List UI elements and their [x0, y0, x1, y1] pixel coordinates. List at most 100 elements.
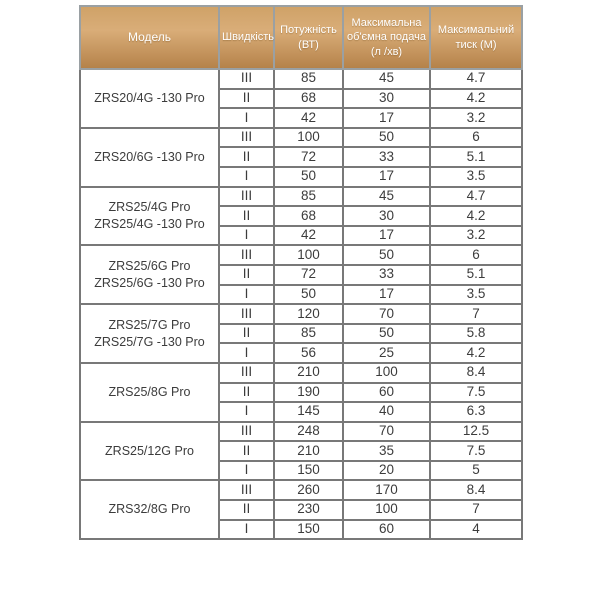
power-cell: 42: [273, 107, 344, 129]
pressure-cell: 7.5: [429, 381, 523, 404]
speed-cell: I: [218, 283, 275, 306]
power-cell: 72: [273, 263, 344, 286]
table-header: Модель Швидкість Потужність (ВТ) Максима…: [79, 5, 523, 70]
flow-cell: 60: [342, 381, 431, 404]
speed-cell: I: [218, 165, 275, 188]
pressure-cell: 3.2: [429, 224, 523, 247]
flow-cell: 50: [342, 322, 431, 345]
flow-cell: 17: [342, 107, 431, 129]
pressure-cell: 4: [429, 518, 523, 541]
speed-cell: III: [218, 126, 275, 149]
flow-cell: 20: [342, 459, 431, 482]
flow-cell: 17: [342, 283, 431, 306]
flow-cell: 70: [342, 420, 431, 443]
flow-cell: 30: [342, 205, 431, 227]
power-cell: 68: [273, 87, 344, 110]
flow-cell: 45: [342, 68, 431, 90]
table-row: ZRS20/4G -130 Pro III 85 45 4.7: [79, 68, 523, 129]
flow-cell: 50: [342, 126, 431, 149]
pressure-cell: 5.8: [429, 322, 523, 345]
model-cell: ZRS25/4G Pro ZRS25/4G -130 Pro: [79, 185, 220, 247]
table-row: ZRS25/7G Pro ZRS25/7G -130 Pro III 120 70 7: [79, 303, 523, 364]
table-row: ZRS32/8G Pro III 260 170 8.4: [79, 479, 523, 541]
pressure-cell: 4.2: [429, 342, 523, 364]
table-row: ZRS25/4G Pro ZRS25/4G -130 Pro III 85 45 4.7: [79, 185, 523, 247]
flow-cell: 170: [342, 479, 431, 502]
power-cell: 72: [273, 146, 344, 168]
model-cell: ZRS25/12G Pro: [79, 420, 220, 482]
power-cell: 210: [273, 361, 344, 384]
speed-cell: III: [218, 244, 275, 266]
power-cell: 230: [273, 499, 344, 521]
column-header-model: Модель: [79, 5, 220, 70]
speed-cell: III: [218, 361, 275, 384]
model-cell: ZRS25/8G Pro: [79, 361, 220, 423]
power-cell: 100: [273, 126, 344, 149]
flow-cell: 100: [342, 361, 431, 384]
table-row: I 42 17 3.2: [80, 224, 523, 247]
pressure-cell: 3.5: [429, 165, 523, 188]
header-row: Модель Швидкість Потужність (ВТ) Максима…: [79, 5, 523, 70]
model-cell: ZRS20/4G -130 Pro: [79, 68, 220, 129]
table-row: I 150 20 5: [80, 459, 523, 482]
pressure-cell: 6: [429, 126, 523, 149]
flow-cell: 33: [342, 146, 431, 168]
flow-cell: 45: [342, 185, 431, 208]
power-cell: 85: [273, 68, 344, 90]
speed-cell: II: [218, 499, 275, 521]
flow-cell: 35: [342, 440, 431, 462]
flow-cell: 70: [342, 303, 431, 325]
table-row: ZRS25/8G Pro III 210 100 8.4: [79, 361, 523, 423]
table-body: ZRS20/4G -130 Pro III 85 45 4.7 II 68 30 4.2 I 42 1…: [79, 68, 523, 541]
speed-cell: III: [218, 420, 275, 443]
power-cell: 248: [273, 420, 344, 443]
pressure-cell: 7: [429, 499, 523, 521]
power-cell: 56: [273, 342, 344, 364]
table-row: ZRS25/6G Pro ZRS25/6G -130 Pro III 100 50 6: [79, 244, 523, 306]
power-cell: 260: [273, 479, 344, 502]
table-row: ZRS25/12G Pro III 248 70 12.5: [79, 420, 523, 482]
column-header-power: Потужність (ВТ): [273, 5, 344, 70]
power-cell: 50: [273, 283, 344, 306]
speed-cell: II: [218, 87, 275, 110]
pressure-cell: 8.4: [429, 361, 523, 384]
pressure-cell: 5: [429, 459, 523, 482]
speed-cell: III: [218, 303, 275, 325]
speed-cell: II: [218, 146, 275, 168]
table-row: II 68 30 4.2: [80, 205, 523, 227]
speed-cell: I: [218, 224, 275, 247]
power-cell: 42: [273, 224, 344, 247]
speed-cell: II: [218, 440, 275, 462]
pressure-cell: 4.7: [429, 68, 523, 90]
pressure-cell: 6: [429, 244, 523, 266]
speed-cell: II: [218, 381, 275, 404]
column-header-flow: Максимальна об'ємна подача (л /хв): [342, 5, 431, 70]
speed-cell: II: [218, 205, 275, 227]
table-row: II 85 50 5.8: [80, 322, 523, 345]
model-cell: ZRS25/7G Pro ZRS25/7G -130 Pro: [79, 303, 220, 364]
flow-cell: 40: [342, 401, 431, 423]
power-cell: 190: [273, 381, 344, 404]
pressure-cell: 4.7: [429, 185, 523, 208]
power-cell: 210: [273, 440, 344, 462]
pressure-cell: 12.5: [429, 420, 523, 443]
flow-cell: 17: [342, 224, 431, 247]
speed-cell: III: [218, 479, 275, 502]
table-row: ZRS20/6G -130 Pro III 100 50 6: [79, 126, 523, 188]
power-cell: 85: [273, 185, 344, 208]
flow-cell: 50: [342, 244, 431, 266]
speed-cell: I: [218, 459, 275, 482]
flow-cell: 25: [342, 342, 431, 364]
model-cell: ZRS20/6G -130 Pro: [79, 126, 220, 188]
pressure-cell: 4.2: [429, 205, 523, 227]
pressure-cell: 3.5: [429, 283, 523, 306]
power-cell: 150: [273, 459, 344, 482]
speed-cell: III: [218, 185, 275, 208]
pressure-cell: 4.2: [429, 87, 523, 110]
speed-cell: II: [218, 322, 275, 345]
table-row: II 72 33 5.1: [80, 263, 523, 286]
speed-cell: I: [218, 107, 275, 129]
speed-cell: I: [218, 342, 275, 364]
power-cell: 50: [273, 165, 344, 188]
power-cell: 150: [273, 518, 344, 541]
